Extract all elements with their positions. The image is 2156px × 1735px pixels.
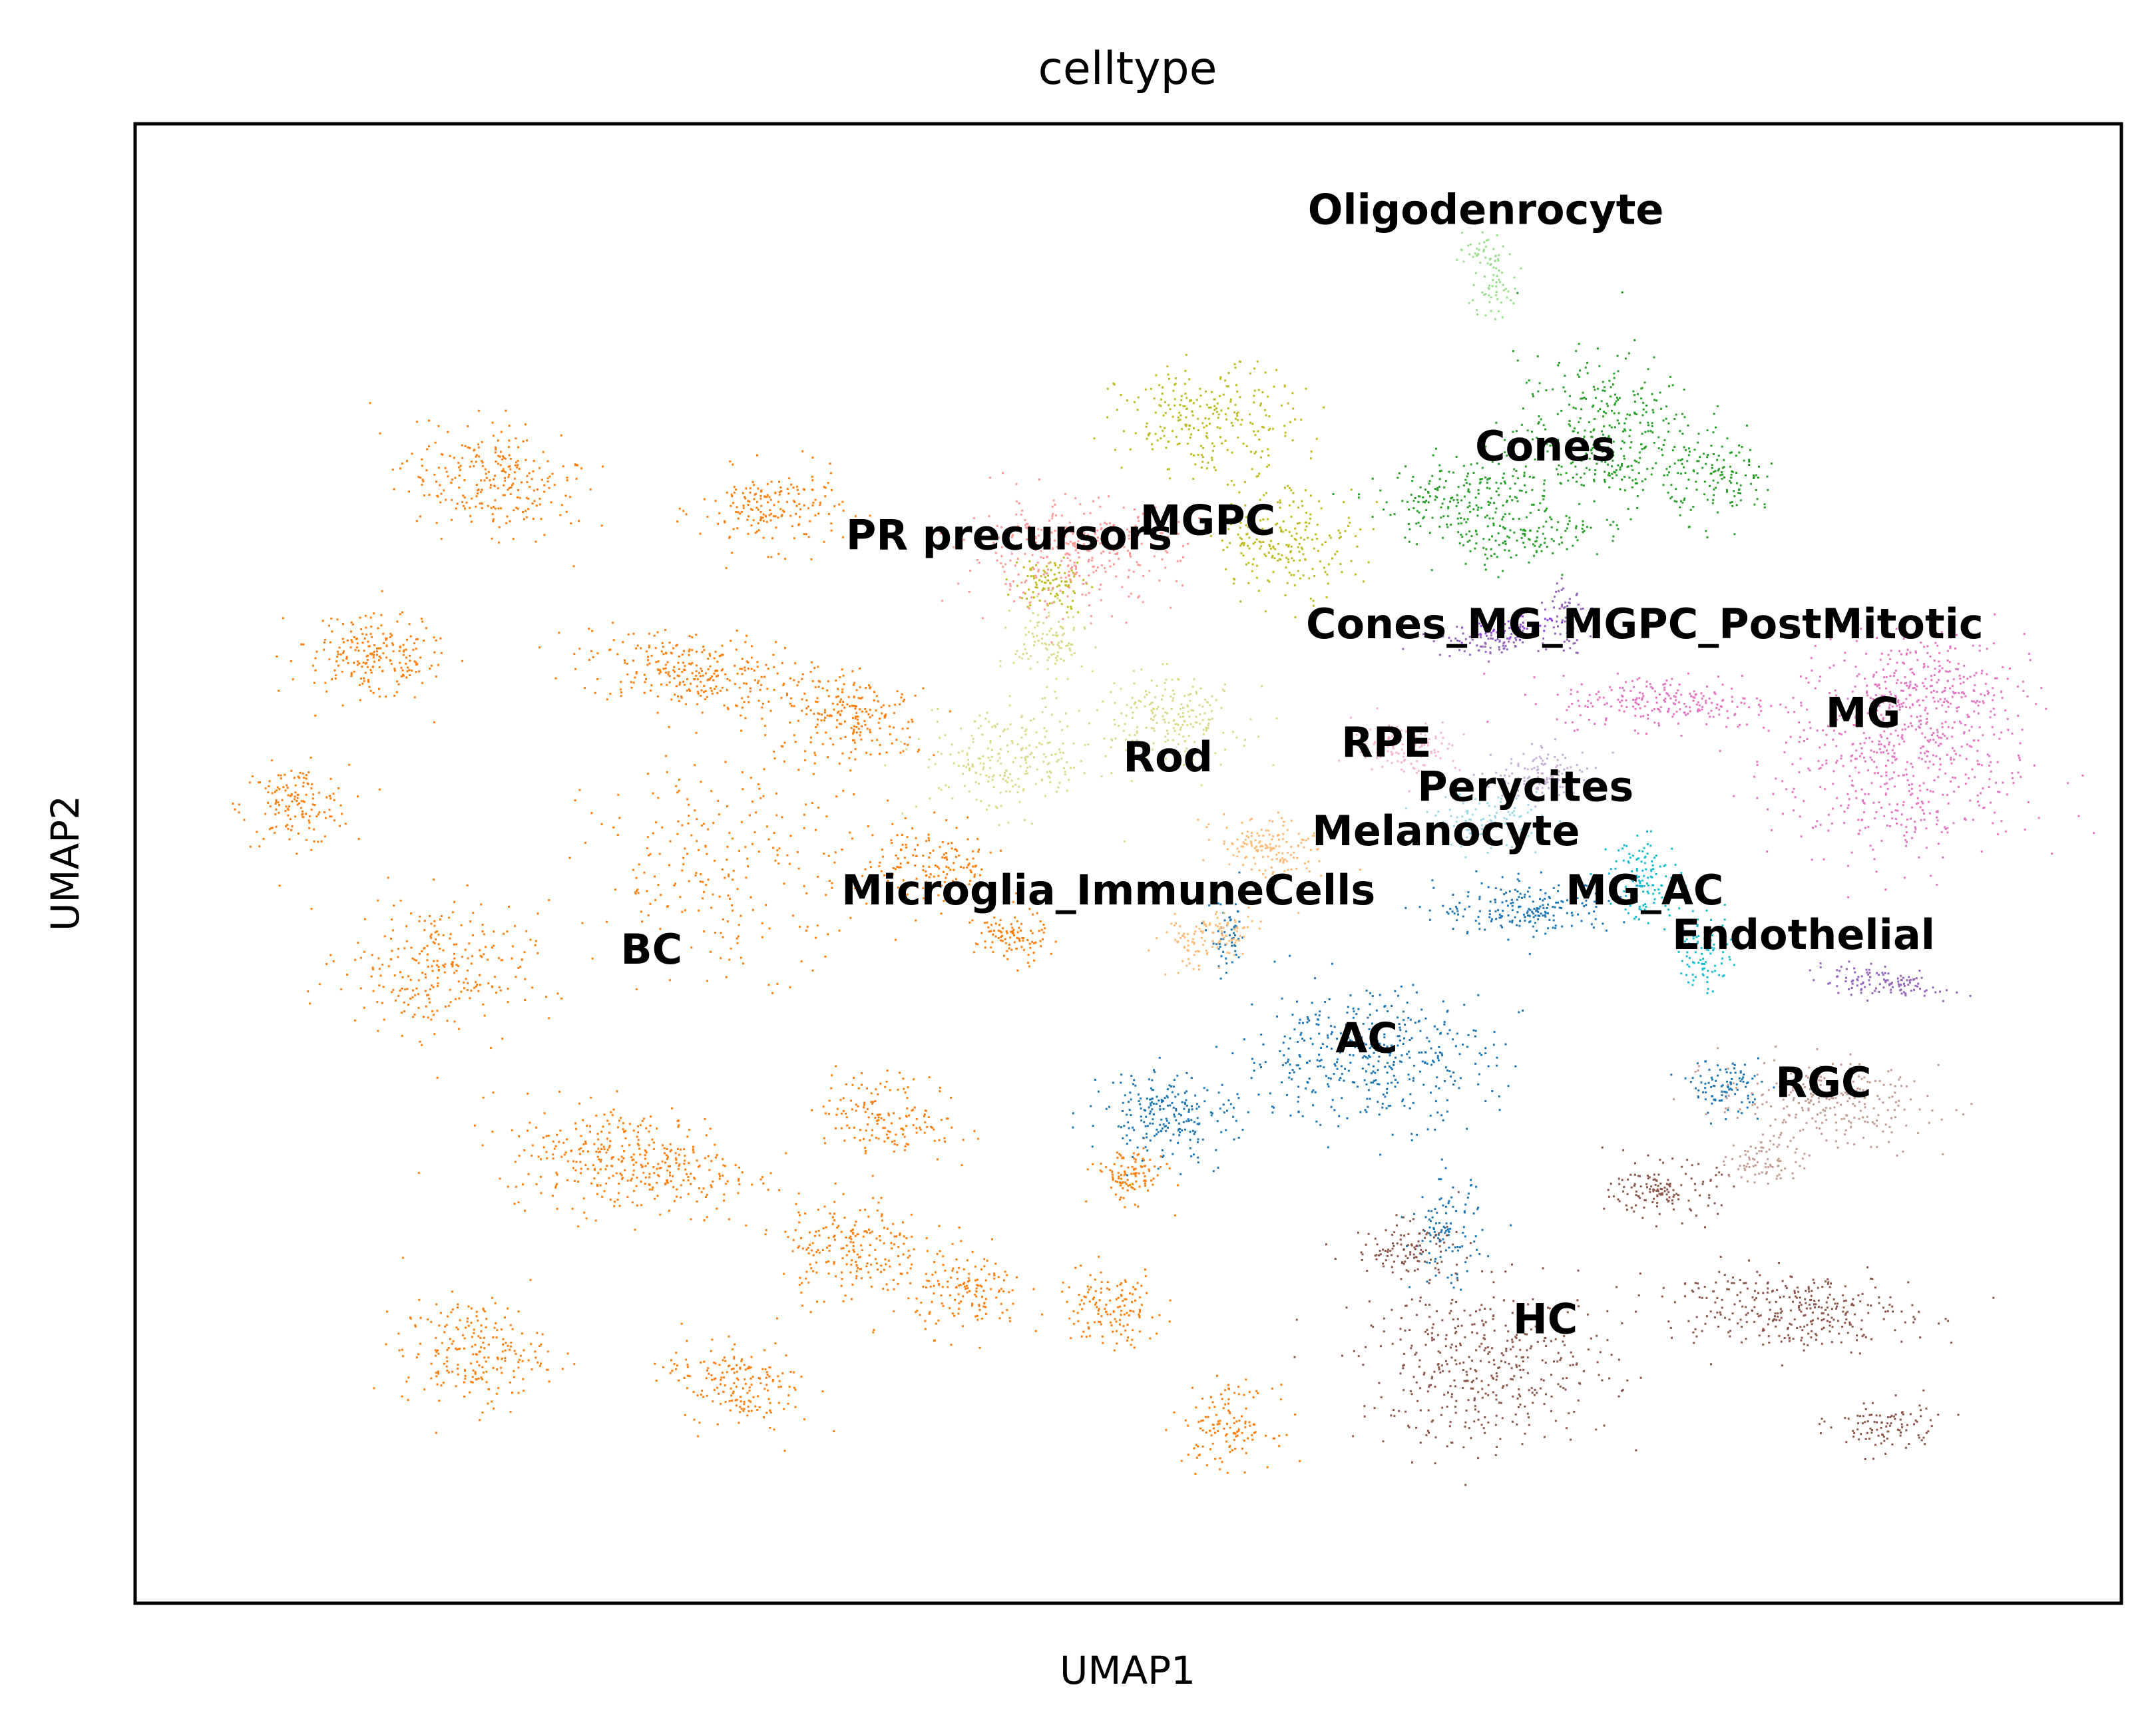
cluster-label: RGC	[1775, 1058, 1871, 1107]
cluster-dots	[1293, 1146, 1995, 1486]
cluster-dots	[1338, 707, 1465, 793]
cluster-label: MG	[1826, 688, 1901, 737]
x-axis-label: UMAP1	[1060, 1648, 1195, 1693]
cluster-points-rod	[884, 586, 1278, 843]
cluster-dots	[1072, 870, 1775, 1291]
cluster-label: Cones	[1475, 422, 1616, 471]
cluster-dots	[1472, 738, 1614, 808]
cluster-dots	[884, 586, 1278, 843]
cluster-label: MG_AC	[1566, 866, 1723, 914]
cluster-points-ac	[1072, 870, 1775, 1291]
cluster-points-hc	[1293, 1146, 1995, 1486]
cluster-label: Endothelial	[1672, 910, 1935, 959]
cluster-dots	[232, 402, 1301, 1475]
cluster-points-bc	[232, 402, 1301, 1475]
cluster-points-mg	[1483, 613, 2095, 898]
cluster-label: MGPC	[1140, 496, 1276, 544]
cluster-label: Cones_MG_MGPC_PostMitotic	[1306, 600, 1984, 648]
cluster-label: PR precursors	[846, 510, 1172, 559]
cluster-label: AC	[1335, 1014, 1397, 1062]
cluster-label: Microglia_ImmuneCells	[841, 866, 1375, 914]
chart-title: celltype	[1038, 43, 1217, 95]
cluster-dots	[1460, 607, 1594, 644]
cluster-label: Oligodenrocyte	[1308, 185, 1664, 234]
cluster-label: BC	[620, 925, 682, 974]
plot-frame	[133, 122, 2123, 1605]
cluster-dots	[1483, 613, 2095, 898]
cluster-label: Rod	[1123, 733, 1213, 781]
cluster-label: Melanocyte	[1312, 807, 1580, 855]
cluster-label: Perycites	[1417, 762, 1633, 811]
cluster-label: HC	[1513, 1295, 1578, 1344]
cluster-label: RPE	[1341, 718, 1432, 767]
cluster-points-rpe	[1338, 707, 1465, 793]
scatter-points	[232, 213, 2095, 1486]
cluster-points-perycites	[1472, 738, 1614, 808]
y-axis-label: UMAP2	[43, 795, 88, 931]
cluster-points-cones-mg-mgpc-postmitotic	[1460, 607, 1594, 644]
